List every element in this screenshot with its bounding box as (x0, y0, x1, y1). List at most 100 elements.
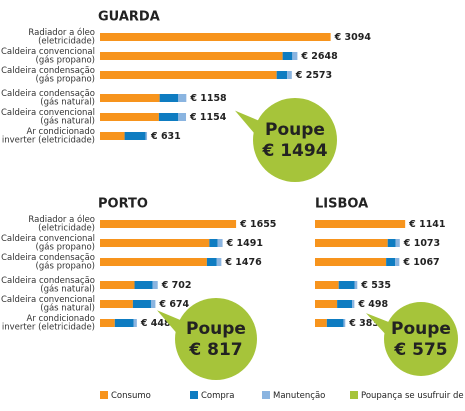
category-label: (eletricidade) (38, 224, 95, 234)
category-label: Radiador a óleo (28, 27, 95, 38)
bar-segment (100, 258, 207, 266)
callout (384, 302, 458, 376)
panel-title: LISBOA (315, 197, 368, 212)
bar-segment (395, 239, 400, 247)
bar-segment (100, 239, 210, 247)
total-label: € 1073 (403, 238, 440, 249)
callout (175, 298, 257, 380)
category-label: Caldeira condensação (1, 253, 95, 263)
category-label: Caldeira convencional (1, 108, 95, 118)
legend-swatch (100, 391, 108, 399)
category-label: Caldeira condensação (1, 89, 95, 99)
bar-segment (326, 319, 344, 327)
category-label: (gás propano) (36, 56, 95, 66)
bar-segment (315, 319, 327, 327)
total-label: € 1141 (408, 219, 445, 230)
bar-segment (338, 281, 355, 289)
bar-segment (100, 94, 160, 102)
category-label: Caldeira condensação (1, 66, 95, 76)
bar-segment (354, 281, 358, 289)
bar-segment (315, 258, 387, 266)
bar-segment (100, 319, 115, 327)
bar-segment (124, 132, 146, 140)
callout-text: € 817 (188, 340, 242, 360)
legend-label: Consumo (111, 391, 151, 401)
bar-segment (315, 220, 406, 228)
category-label: (gás natural) (40, 117, 95, 127)
category-label: (gás propano) (36, 262, 95, 272)
bar-segment (387, 239, 396, 247)
category-label: Ar condicionado (27, 127, 95, 137)
category-label: Caldeira convencional (1, 295, 95, 305)
bar-segment (216, 258, 222, 266)
legend-label: Poupança se usufruir de gás natural (361, 391, 465, 401)
category-label: Caldeira convencional (1, 47, 95, 57)
bar-segment (100, 52, 283, 60)
category-label: (eletricidade) (38, 37, 95, 47)
bar-segment (217, 239, 223, 247)
total-label: € 498 (357, 299, 388, 310)
total-label: € 448 (140, 318, 171, 329)
bar-segment (315, 281, 339, 289)
bar-segment (386, 258, 396, 266)
legend-swatch (350, 391, 358, 399)
category-label: Ar condicionado (27, 314, 95, 324)
category-label: inverter (eletricidade) (2, 136, 95, 146)
bar-segment (145, 132, 148, 140)
category-label: (gás natural) (40, 285, 95, 295)
total-label: € 535 (360, 280, 391, 291)
legend-label: Compra (201, 391, 235, 401)
callout-text: Poupe (186, 319, 246, 339)
total-label: € 1154 (189, 112, 227, 123)
category-label: (gás propano) (36, 243, 95, 253)
total-label: € 1158 (189, 93, 227, 104)
callout-text: Poupe (391, 319, 451, 339)
total-label: € 3094 (334, 32, 372, 43)
total-label: € 674 (158, 299, 189, 310)
bar-segment (132, 300, 151, 308)
legend-swatch (190, 391, 198, 399)
bar-segment (158, 113, 179, 121)
panel-title: GUARDA (98, 10, 160, 25)
callout (253, 98, 337, 182)
bar-segment (114, 319, 134, 327)
bar-segment (287, 71, 292, 79)
bar-segment (343, 319, 346, 327)
category-label: (gás natural) (40, 304, 95, 314)
bar-segment (315, 300, 338, 308)
bar-segment (178, 113, 187, 121)
total-label: € 2648 (300, 51, 338, 62)
bar-segment (282, 52, 293, 60)
bar-segment (209, 239, 218, 247)
bar-segment (315, 239, 388, 247)
bar-segment (152, 281, 158, 289)
category-label: (gás propano) (36, 75, 95, 85)
bar-segment (133, 319, 137, 327)
bar-segment (150, 300, 156, 308)
bar-segment (100, 33, 331, 41)
bar-segment (100, 220, 237, 228)
bar-segment (100, 281, 135, 289)
bar-segment (134, 281, 153, 289)
bar-segment (159, 94, 179, 102)
category-label: Caldeira condensação (1, 276, 95, 286)
bar-segment (352, 300, 355, 308)
total-label: € 2573 (295, 70, 332, 81)
total-label: € 702 (161, 280, 192, 291)
category-label: Caldeira convencional (1, 234, 95, 244)
legend-label: Manutenção (273, 391, 325, 401)
callout-text: Poupe (265, 120, 325, 140)
total-label: € 1067 (402, 257, 439, 268)
bar-segment (292, 52, 298, 60)
total-label: € 1655 (239, 219, 276, 230)
category-label: inverter (eletricidade) (2, 323, 95, 333)
callout-text: € 1494 (261, 141, 327, 161)
category-label: (gás natural) (40, 98, 95, 108)
bar-segment (178, 94, 187, 102)
bar-segment (100, 300, 133, 308)
panel-title: PORTO (98, 197, 148, 212)
bar-segment (100, 113, 159, 121)
bar-segment (100, 132, 125, 140)
bar-segment (100, 71, 277, 79)
